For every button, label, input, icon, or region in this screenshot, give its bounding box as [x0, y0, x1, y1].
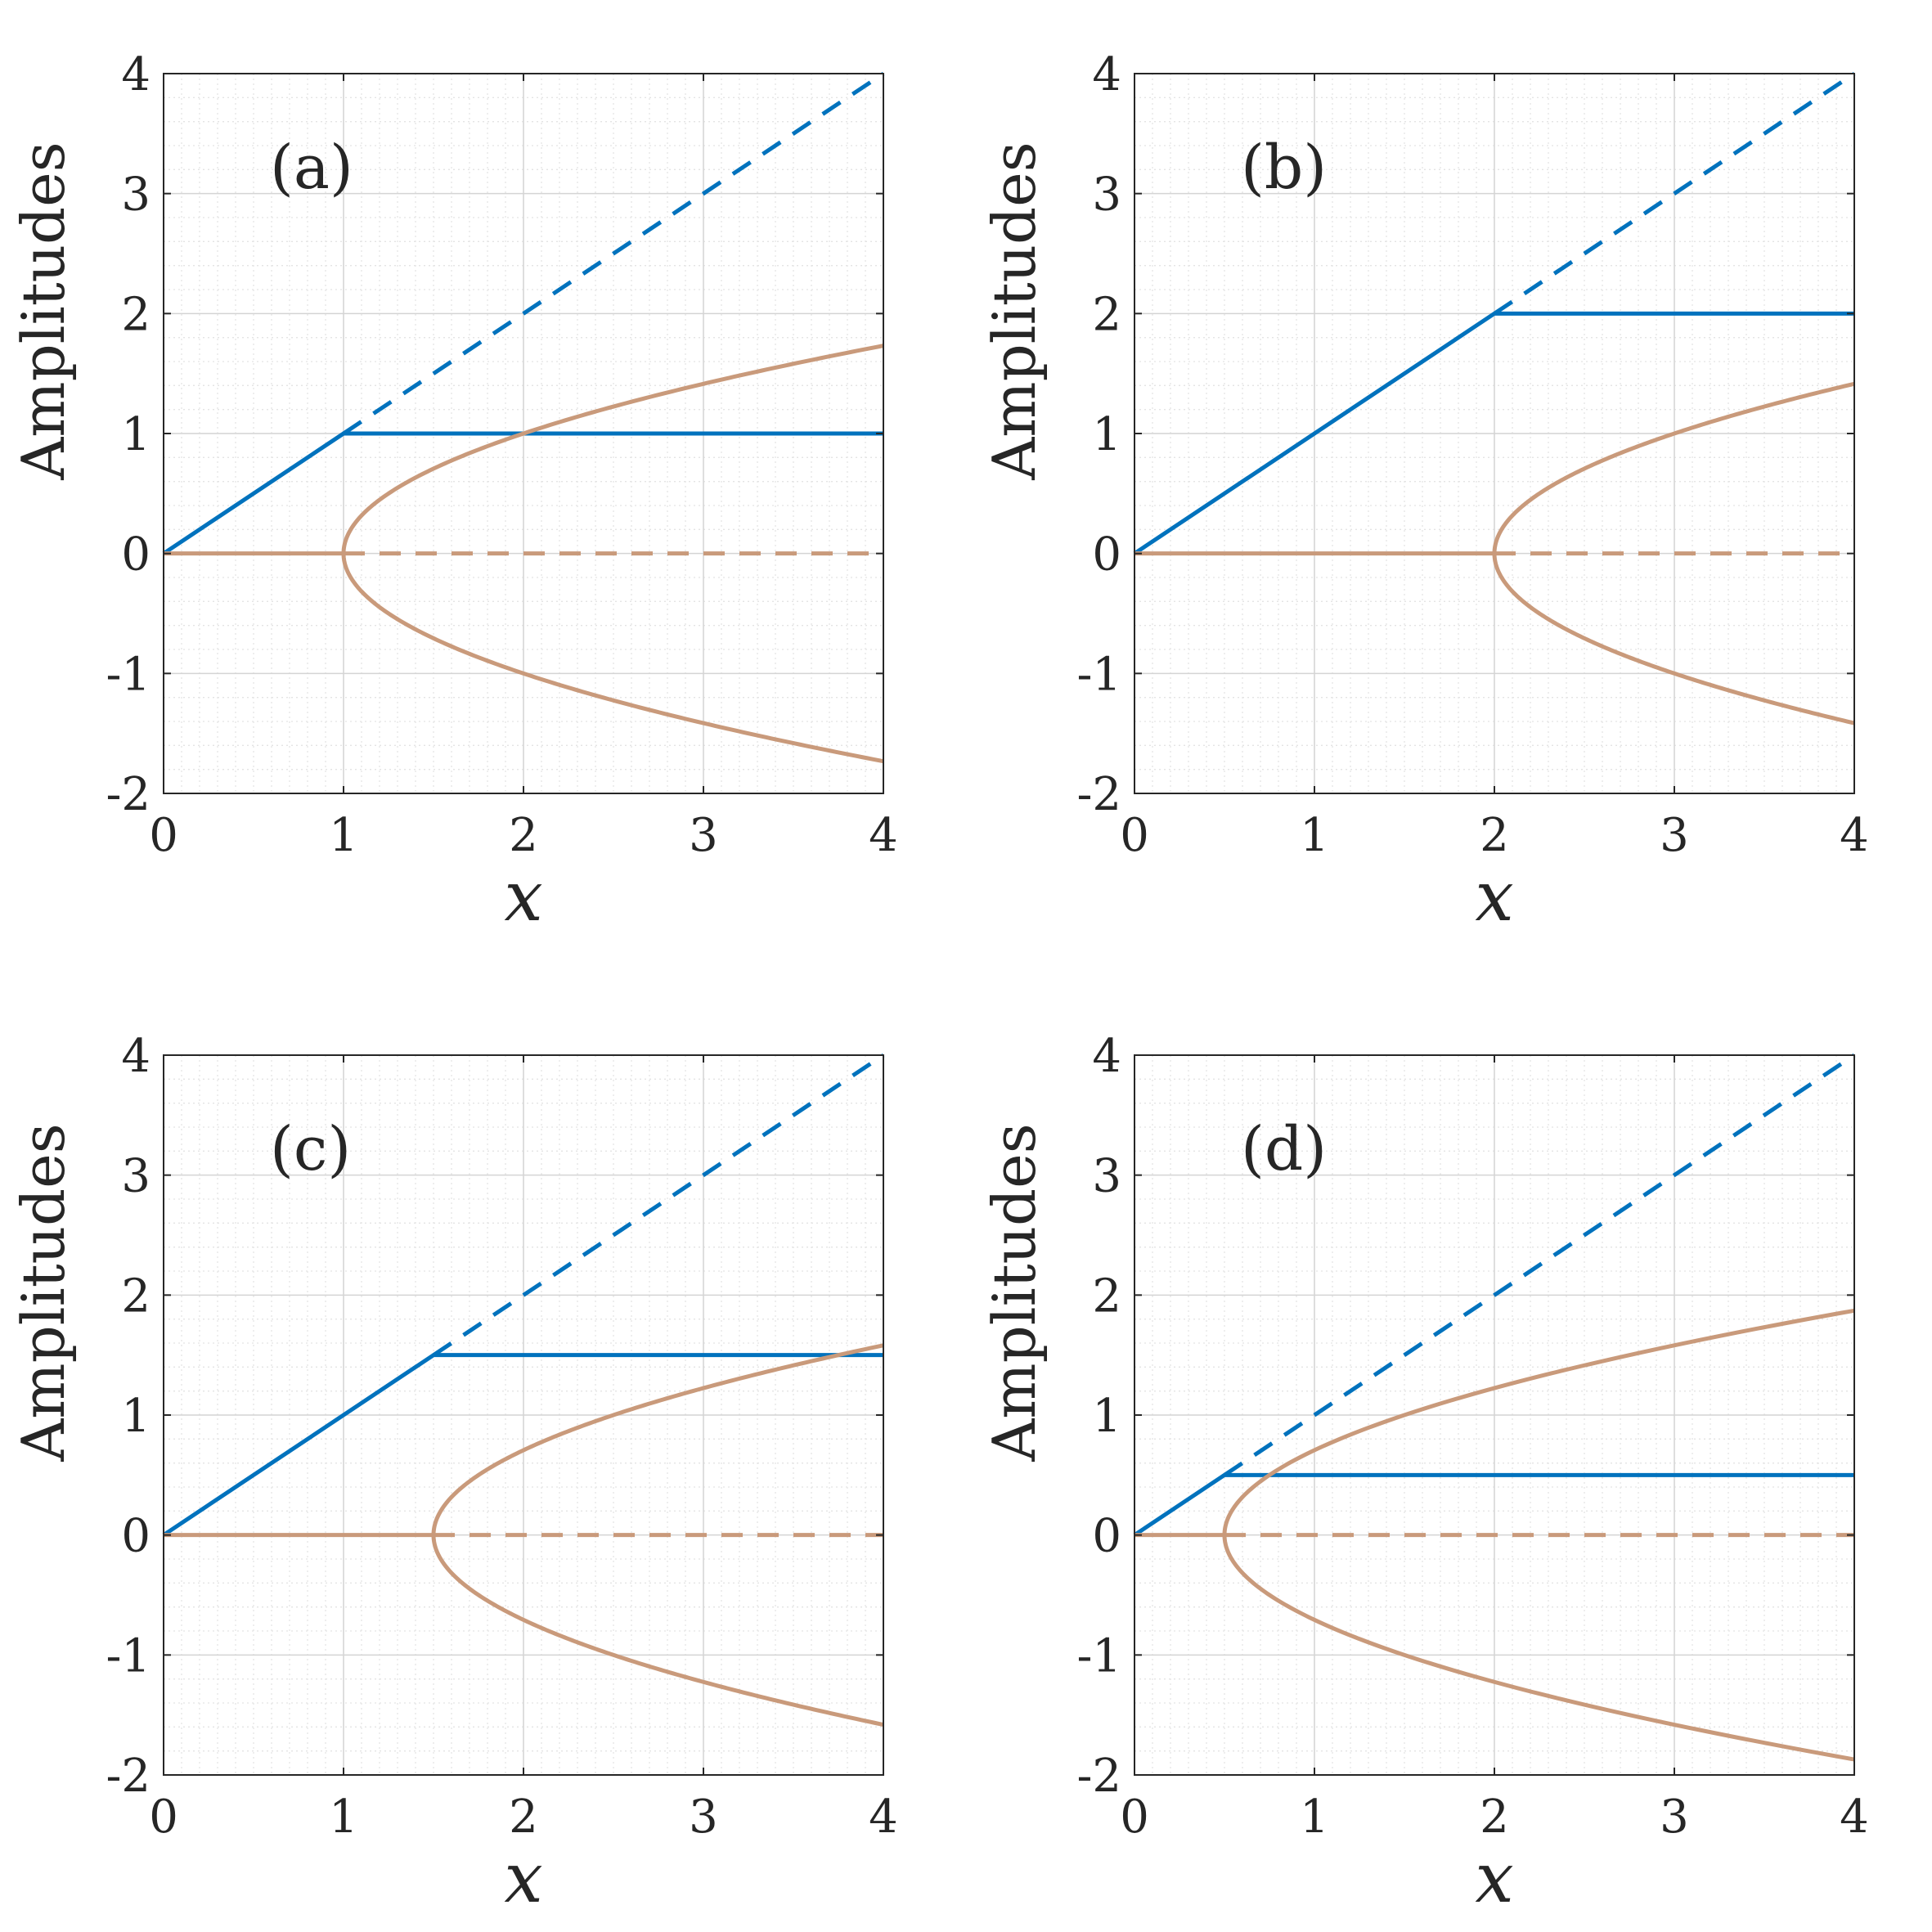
y-tick-label: 0 — [121, 1510, 151, 1563]
y-axis-label: Amplitudes — [980, 142, 1049, 480]
blue-dashed-line — [1493, 71, 1856, 316]
x-tick-label: 4 — [869, 1790, 898, 1844]
y-tick-label: 2 — [121, 1269, 151, 1323]
y-tick-label: 4 — [121, 1030, 151, 1083]
x-tick-label: 4 — [869, 809, 898, 862]
y-tick-label: 1 — [121, 408, 151, 461]
x-tick-label: 2 — [1480, 1790, 1509, 1844]
blue-dashed-line — [1223, 1053, 1856, 1477]
y-tick-label: 0 — [1092, 1510, 1121, 1563]
y-tick-label: 1 — [1092, 1390, 1121, 1443]
parabola-curve — [431, 1343, 884, 1728]
x-tick-label: 1 — [329, 809, 358, 862]
y-tick-label: 3 — [121, 1150, 151, 1203]
plot-area — [1133, 71, 1856, 794]
y-tick-label: 4 — [1092, 1030, 1121, 1083]
y-tick-label: -2 — [1076, 1750, 1121, 1803]
y-axis-label: Amplitudes — [9, 142, 78, 480]
y-axis-label: Amplitudes — [980, 1123, 1049, 1462]
plot-area — [162, 1053, 885, 1776]
y-axis-label: Amplitudes — [9, 1123, 78, 1462]
x-tick-label: 1 — [1300, 809, 1329, 862]
y-tick-label: 0 — [1092, 528, 1121, 582]
x-tick-label: 0 — [149, 1790, 178, 1844]
y-tick-label: 2 — [1092, 288, 1121, 341]
x-tick-label: 1 — [329, 1790, 358, 1844]
x-tick-label: 0 — [1120, 809, 1149, 862]
series-group — [162, 1053, 885, 1728]
series-group — [1133, 71, 1856, 726]
y-tick-label: 1 — [121, 1390, 151, 1443]
panel-label: (d) — [1241, 1114, 1327, 1184]
parabola-curve — [341, 344, 884, 764]
tick-marks — [1134, 73, 1855, 794]
panel-label: (b) — [1241, 133, 1327, 203]
parabola-curve — [1222, 1308, 1855, 1762]
x-axis-label: x — [504, 856, 542, 937]
tick-marks — [163, 1054, 884, 1776]
y-tick-label: -2 — [106, 768, 151, 821]
y-tick-label: -1 — [106, 648, 151, 701]
y-tick-label: -2 — [1076, 768, 1121, 821]
blue-solid-line — [1133, 1472, 1854, 1537]
x-tick-label: 4 — [1840, 1790, 1869, 1844]
panel-c: Amplitudes x (c) 0 1 2 3 4 -2 -1 0 1 2 3 4 — [9, 1030, 898, 1918]
x-tick-label: 0 — [149, 809, 178, 862]
panel-b: Amplitudes x (b) 0 1 2 3 4 -2 -1 0 1 2 3 4 — [980, 48, 1869, 937]
x-tick-label: 0 — [1120, 1790, 1149, 1844]
x-tick-label: 1 — [1300, 1790, 1329, 1844]
y-tick-label: 4 — [121, 48, 151, 101]
parabola-curve — [1492, 381, 1855, 726]
y-tick-label: 1 — [1092, 408, 1121, 461]
x-tick-label: 2 — [509, 1790, 538, 1844]
y-tick-label: 2 — [1092, 1269, 1121, 1323]
blue-dashed-line — [432, 1053, 885, 1357]
y-tick-label: 3 — [1092, 1150, 1121, 1203]
panel-d: Amplitudes x (d) 0 1 2 3 4 -2 -1 0 1 2 3 4 — [980, 1030, 1869, 1918]
tick-labels: 0 1 2 3 4 -2 -1 0 1 2 3 4 — [106, 1030, 897, 1844]
plot-area — [1133, 1053, 1856, 1776]
tick-marks — [1134, 1054, 1855, 1776]
panel-a: Amplitudes x (a) 0 1 2 3 4 -2 -1 0 1 2 3 4 — [9, 48, 898, 937]
x-tick-label: 4 — [1840, 809, 1869, 862]
y-tick-label: 2 — [121, 288, 151, 341]
series-group — [162, 71, 885, 764]
y-tick-label: -1 — [106, 1629, 151, 1683]
series-group — [1133, 1053, 1856, 1762]
y-tick-label: 3 — [121, 168, 151, 222]
x-tick-label: 3 — [1660, 1790, 1689, 1844]
blue-dashed-line — [342, 71, 885, 436]
plot-area — [162, 71, 885, 794]
tick-marks — [163, 73, 884, 794]
y-tick-label: -2 — [106, 1750, 151, 1803]
x-tick-label: 2 — [1480, 809, 1509, 862]
tick-labels: 0 1 2 3 4 -2 -1 0 1 2 3 4 — [1076, 48, 1868, 862]
y-tick-label: 3 — [1092, 168, 1121, 222]
y-tick-label: -1 — [1076, 1629, 1121, 1683]
x-axis-label: x — [1475, 856, 1513, 937]
panel-label: (a) — [270, 133, 353, 203]
x-axis-label: x — [1475, 1838, 1513, 1918]
panel-label: (c) — [270, 1114, 351, 1184]
x-axis-label: x — [504, 1838, 542, 1918]
tick-labels: 0 1 2 3 4 -2 -1 0 1 2 3 4 — [106, 48, 897, 862]
x-tick-label: 2 — [509, 809, 538, 862]
blue-solid-line — [162, 1353, 883, 1537]
y-tick-label: 0 — [121, 528, 151, 582]
y-tick-label: 4 — [1092, 48, 1121, 101]
x-tick-label: 3 — [689, 1790, 718, 1844]
tick-labels: 0 1 2 3 4 -2 -1 0 1 2 3 4 — [1076, 1030, 1868, 1844]
x-tick-label: 3 — [689, 809, 718, 862]
x-tick-label: 3 — [1660, 809, 1689, 862]
y-tick-label: -1 — [1076, 648, 1121, 701]
